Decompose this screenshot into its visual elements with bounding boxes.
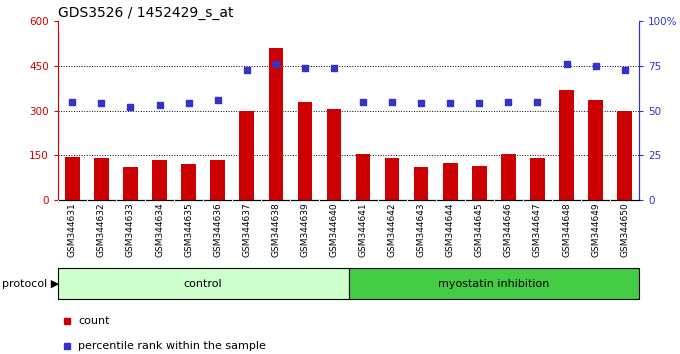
Bar — [210, 160, 225, 200]
Point — [125, 104, 136, 110]
Text: GSM344650: GSM344650 — [620, 202, 629, 257]
Point — [445, 101, 456, 106]
Bar — [269, 48, 283, 200]
Text: GSM344636: GSM344636 — [214, 202, 222, 257]
Text: GSM344634: GSM344634 — [155, 202, 164, 257]
Text: GSM344632: GSM344632 — [97, 202, 106, 257]
Point — [212, 97, 223, 103]
Text: GSM344638: GSM344638 — [271, 202, 280, 257]
Bar — [588, 100, 603, 200]
Bar — [472, 166, 487, 200]
Text: myostatin inhibition: myostatin inhibition — [438, 279, 549, 289]
Bar — [414, 167, 428, 200]
Text: GSM344649: GSM344649 — [591, 202, 600, 257]
Point — [503, 99, 514, 104]
Point — [561, 61, 572, 67]
Bar — [385, 158, 399, 200]
Bar — [356, 154, 371, 200]
Text: GSM344635: GSM344635 — [184, 202, 193, 257]
Bar — [501, 154, 515, 200]
Point — [532, 99, 543, 104]
Text: GSM344647: GSM344647 — [533, 202, 542, 257]
Bar — [58, 268, 348, 299]
Point — [328, 65, 339, 70]
Text: control: control — [184, 279, 222, 289]
Point — [358, 99, 369, 104]
Text: GSM344633: GSM344633 — [126, 202, 135, 257]
Text: protocol ▶: protocol ▶ — [2, 279, 59, 289]
Point — [241, 67, 252, 72]
Bar — [182, 164, 196, 200]
Bar — [348, 268, 639, 299]
Text: GSM344646: GSM344646 — [504, 202, 513, 257]
Text: GSM344641: GSM344641 — [358, 202, 367, 257]
Point — [183, 101, 194, 106]
Point — [619, 67, 630, 72]
Text: GSM344639: GSM344639 — [301, 202, 309, 257]
Point — [387, 99, 398, 104]
Bar — [239, 110, 254, 200]
Point — [590, 63, 601, 69]
Text: GSM344642: GSM344642 — [388, 202, 396, 257]
Point — [67, 99, 78, 104]
Bar — [123, 167, 138, 200]
Point — [299, 65, 310, 70]
Point — [415, 101, 426, 106]
Bar — [443, 163, 458, 200]
Bar — [617, 110, 632, 200]
Bar — [298, 102, 312, 200]
Point — [271, 61, 282, 67]
Bar — [530, 158, 545, 200]
Bar — [94, 158, 109, 200]
Text: GSM344644: GSM344644 — [446, 202, 455, 257]
Text: GSM344631: GSM344631 — [68, 202, 77, 257]
Text: percentile rank within the sample: percentile rank within the sample — [78, 341, 266, 351]
Bar — [65, 157, 80, 200]
Point — [154, 102, 165, 108]
Text: GDS3526 / 1452429_s_at: GDS3526 / 1452429_s_at — [58, 6, 233, 20]
Text: GSM344640: GSM344640 — [330, 202, 339, 257]
Text: GSM344643: GSM344643 — [417, 202, 426, 257]
Bar — [326, 109, 341, 200]
Text: GSM344648: GSM344648 — [562, 202, 571, 257]
Bar — [559, 90, 574, 200]
Point — [96, 101, 107, 106]
Text: count: count — [78, 316, 109, 326]
Text: GSM344637: GSM344637 — [242, 202, 251, 257]
Bar — [152, 160, 167, 200]
Point — [474, 101, 485, 106]
Text: GSM344645: GSM344645 — [475, 202, 483, 257]
